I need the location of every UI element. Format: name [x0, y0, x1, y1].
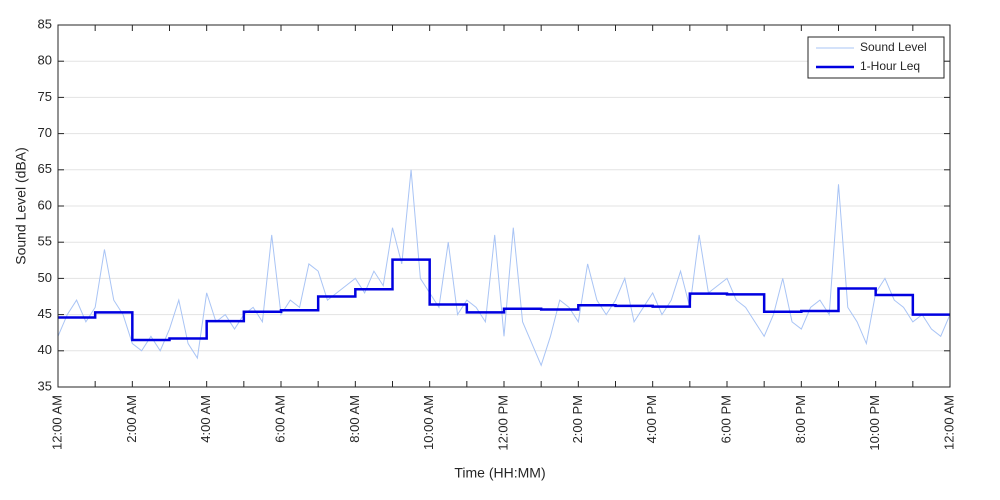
y-tick-label: 85 — [38, 16, 52, 31]
x-tick-label: 12:00 AM — [49, 395, 64, 450]
x-tick-label: 8:00 PM — [793, 395, 808, 443]
y-tick-label: 75 — [38, 89, 52, 104]
x-tick-label: 4:00 AM — [198, 395, 213, 443]
y-tick-label: 40 — [38, 342, 52, 357]
plot-frame — [57, 24, 951, 388]
y-tick-label: 55 — [38, 234, 52, 249]
y-tick-label: 60 — [38, 197, 52, 212]
y-tick-label: 65 — [38, 161, 52, 176]
legend-label: 1-Hour Leq — [860, 59, 920, 73]
legend-label: Sound Level — [860, 40, 927, 54]
x-tick-label: 2:00 PM — [570, 395, 585, 443]
series-line — [58, 258, 950, 342]
series-line — [57, 169, 951, 367]
legend-box — [807, 36, 945, 79]
x-tick-label: 4:00 PM — [644, 395, 659, 443]
x-tick-label: 10:00 AM — [421, 395, 436, 450]
y-tick-label: 70 — [38, 125, 52, 140]
y-tick-label: 45 — [38, 306, 52, 321]
x-tick-label: 12:00 AM — [941, 395, 956, 450]
x-tick-label: 12:00 PM — [495, 395, 510, 451]
y-axis-label: Sound Level (dBA) — [13, 147, 29, 265]
x-axis-label: Time (HH:MM) — [454, 465, 545, 481]
x-tick-label: 6:00 AM — [272, 395, 287, 443]
x-tick-label: 8:00 AM — [347, 395, 362, 443]
y-tick-label: 50 — [38, 270, 52, 285]
x-tick-label: 10:00 PM — [867, 395, 882, 451]
x-tick-label: 2:00 AM — [124, 395, 139, 443]
y-tick-label: 80 — [38, 53, 52, 68]
y-tick-label: 35 — [38, 378, 52, 393]
x-tick-label: 6:00 PM — [718, 395, 733, 443]
